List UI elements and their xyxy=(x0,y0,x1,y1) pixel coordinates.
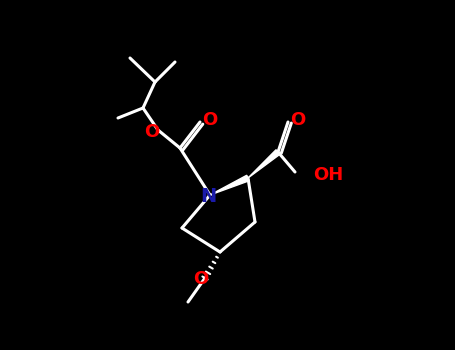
Text: O: O xyxy=(202,111,217,129)
Text: O: O xyxy=(193,270,209,288)
Polygon shape xyxy=(210,175,249,195)
Text: O: O xyxy=(144,123,160,141)
Text: OH: OH xyxy=(313,166,343,184)
Polygon shape xyxy=(248,150,280,178)
Text: O: O xyxy=(290,111,306,129)
Text: N: N xyxy=(200,188,216,206)
